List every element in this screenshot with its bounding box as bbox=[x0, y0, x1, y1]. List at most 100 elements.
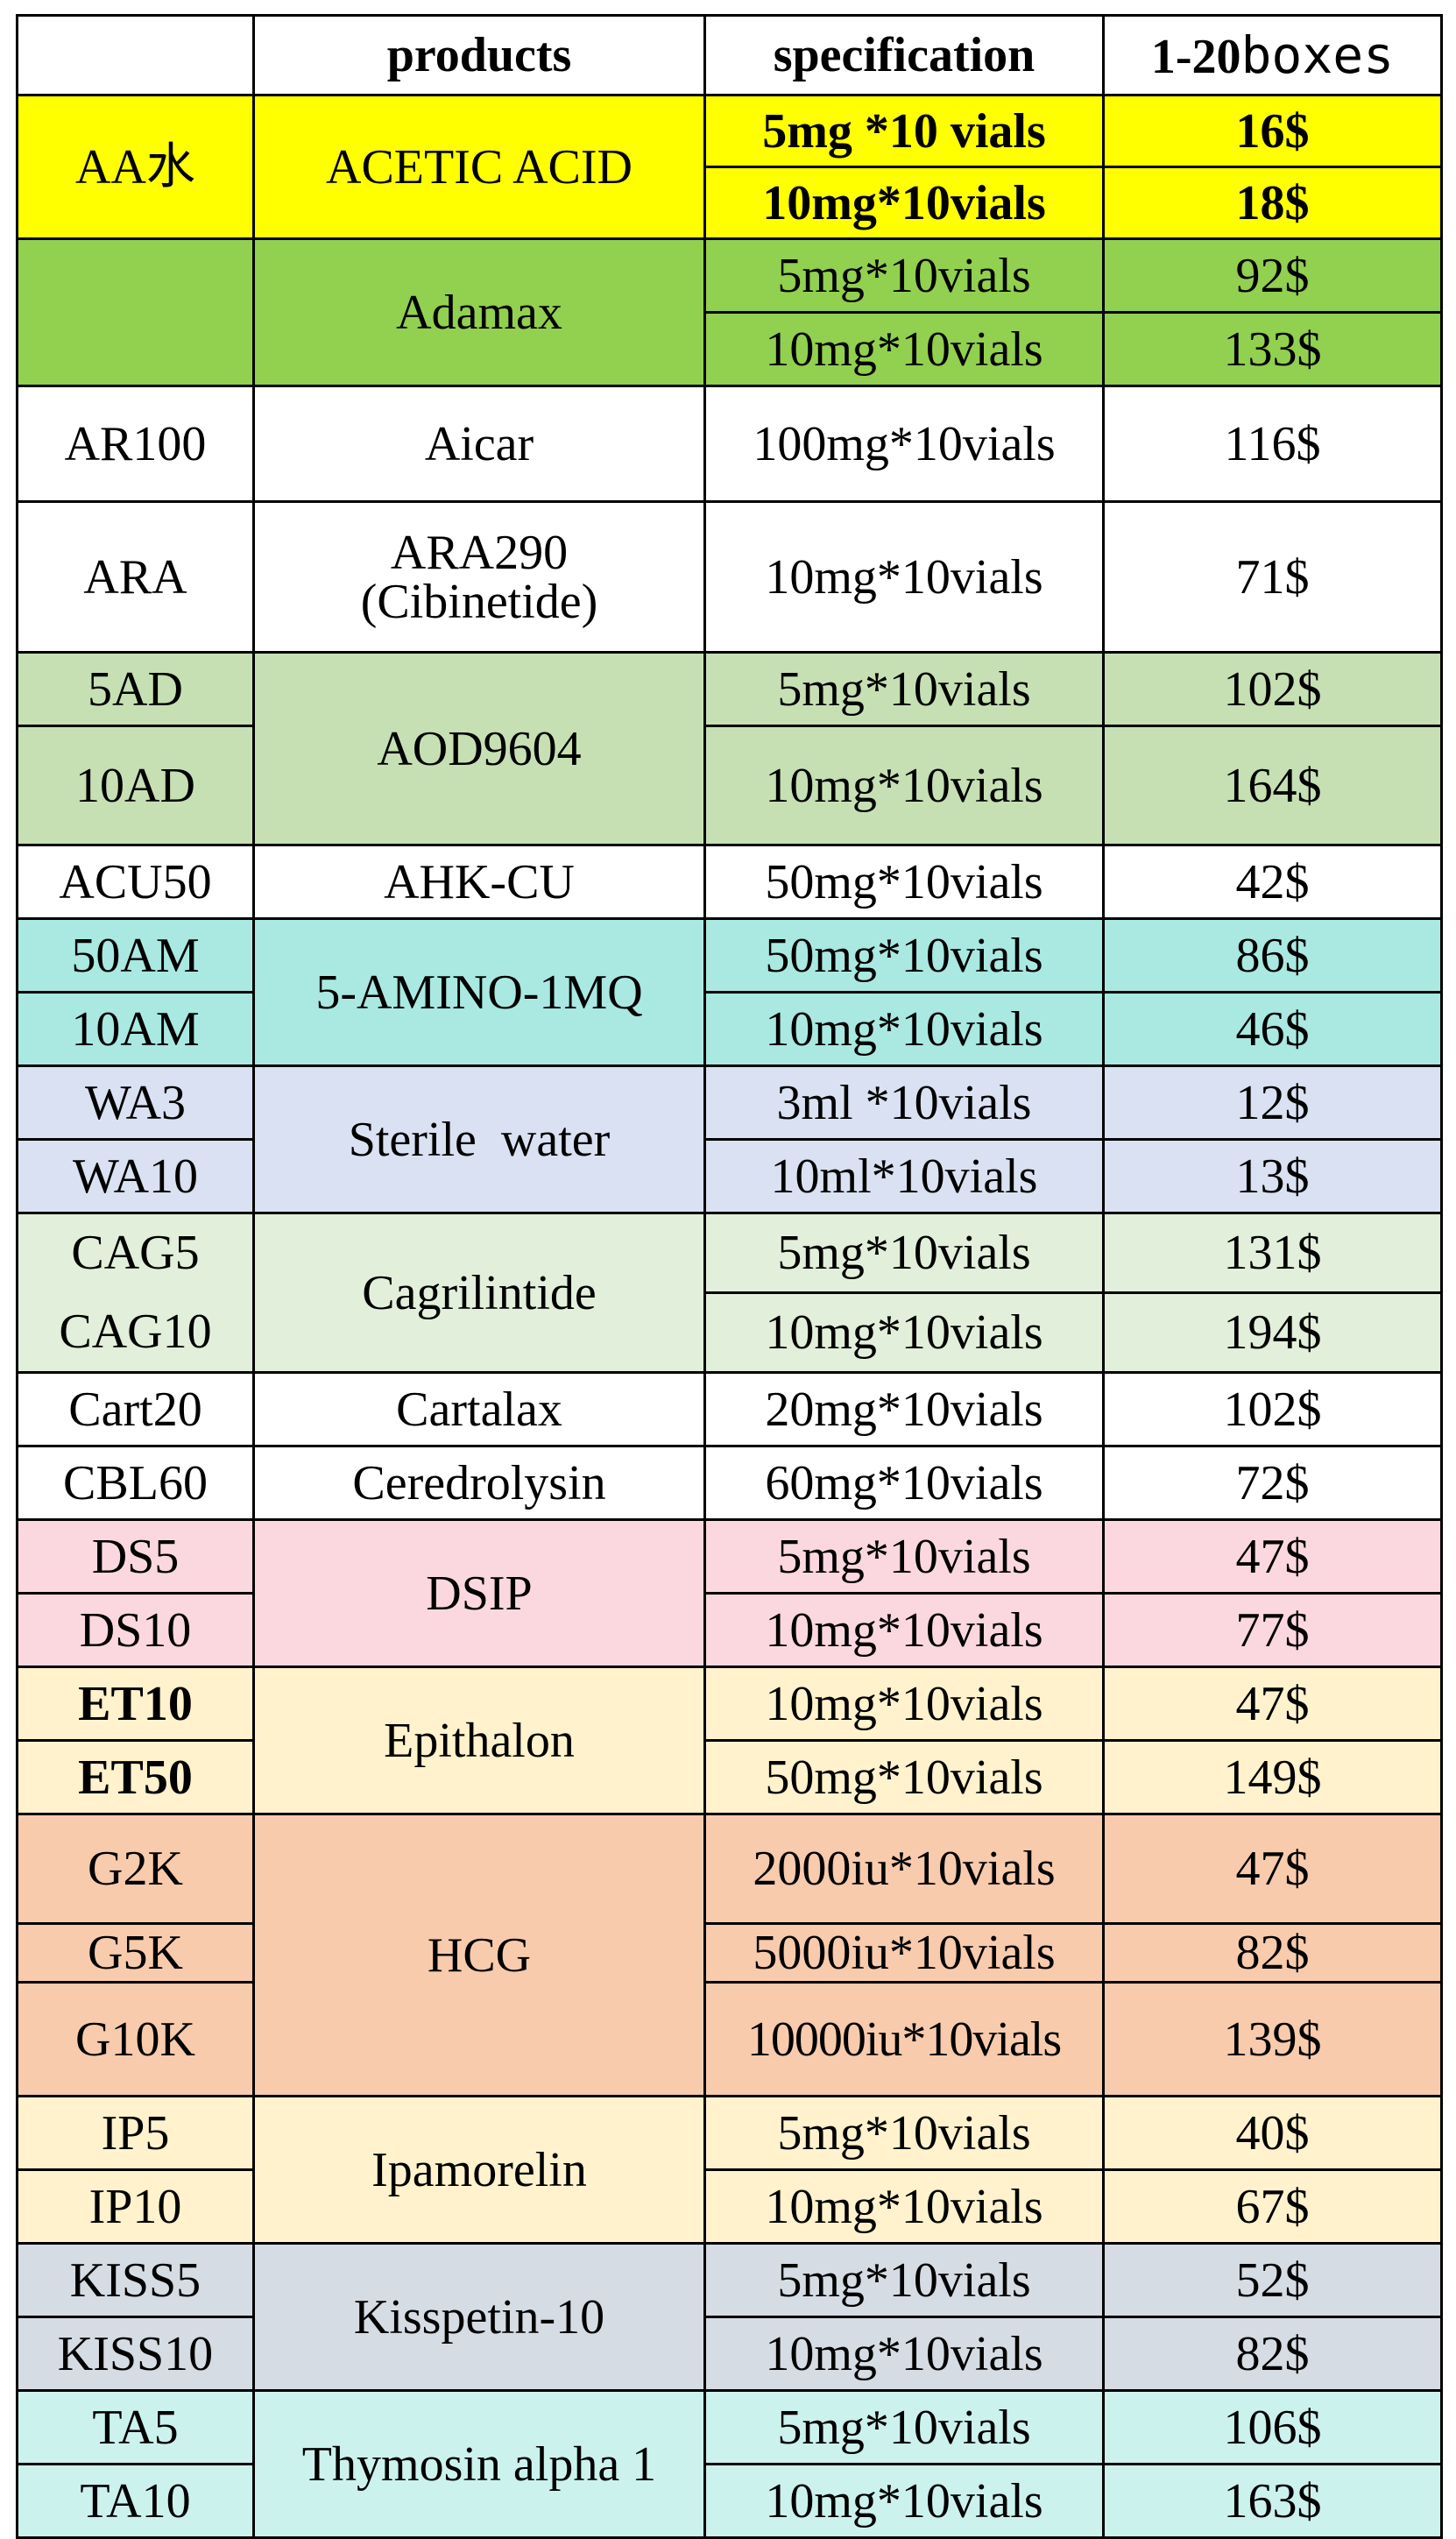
spec-cell: 5mg*10vials bbox=[703, 237, 1105, 314]
spec-cell: 10mg*10vials bbox=[703, 1592, 1105, 1669]
code-cell: TA5 bbox=[16, 2389, 255, 2466]
product-cell: Epithalon bbox=[252, 1666, 706, 1816]
price-cell: 92$ bbox=[1102, 237, 1443, 314]
spec-cell: 20mg*10vials bbox=[703, 1371, 1105, 1448]
table-row: KISS5 Kisspetin-10 5mg*10vials 52$ bbox=[16, 2242, 1443, 2393]
table-row: G2K HCG 2000iu*10vials 47$ bbox=[16, 1813, 1443, 2098]
spec-cell: 10mg*10vials bbox=[703, 2316, 1105, 2393]
price-cell: 164$ bbox=[1102, 725, 1443, 846]
spec-cell: 10000iu*10vials bbox=[703, 1981, 1105, 2098]
price-cell: 46$ bbox=[1102, 991, 1443, 1067]
spec-cell: 5mg*10vials bbox=[703, 2242, 1105, 2319]
spec-cell: 5mg*10vials bbox=[703, 651, 1105, 727]
table-row: 10mg*10vials 194$ bbox=[18, 1291, 1443, 1375]
product-cell: Cartalax bbox=[252, 1371, 706, 1448]
table-row: ARA ARA290 (Cibinetide) 10mg*10vials 71$ bbox=[16, 500, 1443, 654]
price-cell: 72$ bbox=[1102, 1445, 1443, 1522]
table-row: WA10 10ml*10vials 13$ bbox=[16, 1138, 1443, 1214]
code-cell: AR100 bbox=[16, 385, 255, 503]
price-cell: 13$ bbox=[1102, 1138, 1443, 1214]
code-cell: 10AM bbox=[16, 991, 255, 1067]
code-cell: WA10 bbox=[16, 1138, 255, 1214]
spec-cell: 10mg*10vials bbox=[703, 1291, 1105, 1375]
price-cell: 106$ bbox=[1102, 2389, 1443, 2466]
code-cell: CAG5 CAG10 bbox=[16, 1211, 255, 1375]
price-cell: 12$ bbox=[1102, 1064, 1443, 1141]
table-row: ET50 50mg*10vials 149$ bbox=[16, 1739, 1443, 1816]
spec-cell: 60mg*10vials bbox=[703, 1445, 1105, 1522]
code-cell: DS10 bbox=[16, 1592, 255, 1669]
table-row: CBL60 Ceredrolysin 60mg*10vials 72$ bbox=[16, 1445, 1443, 1522]
price-cell: 163$ bbox=[1102, 2463, 1443, 2539]
table-row: ET10 Epithalon 10mg*10vials 47$ bbox=[16, 1666, 1443, 1816]
code-cell: ACU50 bbox=[16, 844, 255, 920]
price-cell: 82$ bbox=[1102, 1922, 1443, 1984]
price-cell: 18$ bbox=[1102, 166, 1443, 240]
header-price-range: 1-20 bbox=[1150, 29, 1241, 84]
spec-cell: 10mg*10vials bbox=[703, 166, 1105, 240]
header-code bbox=[16, 14, 255, 96]
code-cell: Cart20 bbox=[16, 1371, 255, 1448]
code-cell: ET10 bbox=[16, 1666, 255, 1743]
code-cell: WA3 bbox=[16, 1064, 255, 1141]
price-cell: 116$ bbox=[1102, 385, 1443, 503]
price-cell: 47$ bbox=[1102, 1813, 1443, 1926]
code-cell: CBL60 bbox=[16, 1445, 255, 1522]
code-line: CAG10 bbox=[59, 1304, 212, 1359]
price-cell: 133$ bbox=[1102, 311, 1443, 387]
table-row: G5K 5000iu*10vials 82$ bbox=[16, 1922, 1443, 1984]
product-cell: Thymosin alpha 1 bbox=[252, 2389, 706, 2539]
code-line: CAG5 bbox=[71, 1226, 200, 1280]
price-cell: 47$ bbox=[1102, 1666, 1443, 1743]
header-price-unit: boxes bbox=[1240, 25, 1395, 85]
code-cell: 5AD bbox=[16, 651, 255, 727]
price-cell: 40$ bbox=[1102, 2095, 1443, 2172]
price-cell: 67$ bbox=[1102, 2168, 1443, 2245]
code-cell: TA10 bbox=[16, 2463, 255, 2539]
code-cell: ET50 bbox=[16, 1739, 255, 1816]
spec-cell: 5mg*10vials bbox=[703, 2095, 1105, 2172]
price-cell: 194$ bbox=[1102, 1291, 1443, 1375]
code-cell bbox=[16, 237, 255, 387]
spec-cell: 10mg*10vials bbox=[703, 725, 1105, 846]
table-row: AA水 ACETIC ACID 5mg *10 vials 16$ bbox=[16, 94, 1443, 240]
product-cell: Sterile water bbox=[252, 1064, 706, 1214]
table-row: Cart20 Cartalax 20mg*10vials 102$ bbox=[16, 1371, 1443, 1448]
product-cell: AOD9604 bbox=[252, 651, 706, 846]
table-row: WA3 Sterile water 3ml *10vials 12$ bbox=[16, 1064, 1443, 1214]
price-cell: 131$ bbox=[1102, 1211, 1443, 1295]
spec-cell: 5mg*10vials bbox=[703, 1518, 1105, 1595]
table-row: 10AM 10mg*10vials 46$ bbox=[16, 991, 1443, 1067]
price-cell: 16$ bbox=[1102, 94, 1443, 168]
header-row: products specification 1-20boxes bbox=[16, 14, 1443, 96]
price-cell: 47$ bbox=[1102, 1518, 1443, 1595]
product-cell: Adamax bbox=[252, 237, 706, 387]
spec-cell: 5mg*10vials bbox=[703, 1211, 1105, 1295]
product-cell: HCG bbox=[252, 1813, 706, 2098]
product-cell: Cagrilintide bbox=[252, 1211, 706, 1375]
spec-cell: 10mg*10vials bbox=[703, 2463, 1105, 2539]
price-cell: 102$ bbox=[1102, 651, 1443, 727]
code-cell: ARA bbox=[16, 500, 255, 654]
price-cell: 52$ bbox=[1102, 2242, 1443, 2319]
product-cell: Ipamorelin bbox=[252, 2095, 706, 2245]
spec-cell: 2000iu*10vials bbox=[703, 1813, 1105, 1926]
product-name-line: ARA290 bbox=[390, 525, 569, 580]
spec-cell: 5mg *10 vials bbox=[703, 94, 1105, 168]
code-cell: KISS5 bbox=[16, 2242, 255, 2319]
product-cell: Aicar bbox=[252, 385, 706, 503]
product-cell: ACETIC ACID bbox=[252, 94, 706, 240]
spec-cell: 50mg*10vials bbox=[703, 917, 1105, 994]
spec-cell: 10mg*10vials bbox=[703, 1666, 1105, 1743]
price-cell: 42$ bbox=[1102, 844, 1443, 920]
table-row: 10AD 10mg*10vials 164$ bbox=[16, 725, 1443, 846]
table-row: Adamax 5mg*10vials 92$ bbox=[16, 237, 1443, 387]
spec-cell: 10ml*10vials bbox=[703, 1138, 1105, 1214]
price-cell: 82$ bbox=[1102, 2316, 1443, 2393]
table-row: IP10 10mg*10vials 67$ bbox=[16, 2168, 1443, 2245]
spec-cell: 5000iu*10vials bbox=[703, 1922, 1105, 1984]
table-row: 5AD AOD9604 5mg*10vials 102$ bbox=[16, 651, 1443, 846]
code-cell: KISS10 bbox=[16, 2316, 255, 2393]
price-cell: 149$ bbox=[1102, 1739, 1443, 1816]
spec-cell: 10mg*10vials bbox=[703, 311, 1105, 387]
